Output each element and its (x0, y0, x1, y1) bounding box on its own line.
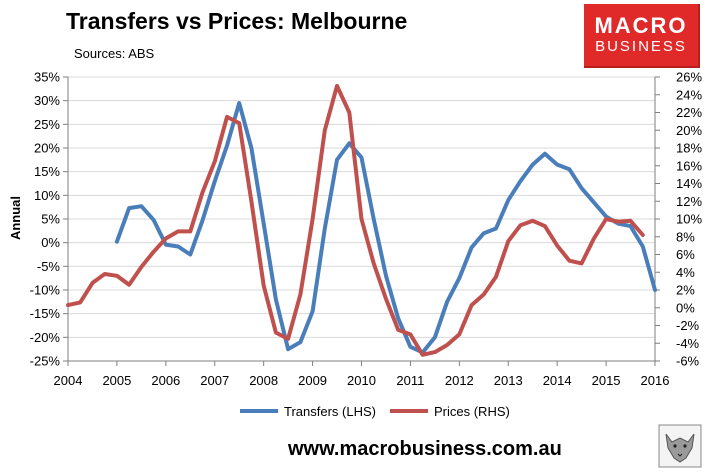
legend-label-prices: Prices (RHS) (434, 404, 510, 419)
x-tick-label: 2013 (494, 373, 523, 388)
x-tick-label: 2011 (396, 373, 424, 388)
left-tick-label: 5% (41, 212, 60, 227)
left-tick-label: 10% (34, 188, 60, 203)
right-tick-label: 10% (676, 212, 702, 227)
x-tick-label: 2009 (298, 373, 327, 388)
left-tick-label: 15% (34, 164, 60, 179)
right-tick-label: 2% (676, 283, 695, 298)
right-tick-label: 12% (676, 194, 702, 209)
right-tick-label: 16% (676, 158, 702, 173)
left-tick-label: -25% (30, 354, 61, 369)
x-axis-ticks: 2004 2005 2006 2007 2008 2009 2010 2011 2012 2013… (54, 373, 670, 388)
right-tick-label: 6% (676, 247, 695, 262)
logo-line2: BUSINESS (595, 38, 687, 55)
footer-url: www.macrobusiness.com.au (288, 438, 562, 460)
right-tick-label: 0% (676, 300, 695, 315)
x-tick-label: 2008 (249, 373, 278, 388)
x-tick-label: 2012 (445, 373, 474, 388)
right-tick-label: 18% (676, 141, 702, 156)
chart-subtitle: Sources: ABS (74, 46, 155, 61)
left-tick-label: -10% (30, 283, 61, 298)
legend: Transfers (LHS) Prices (RHS) (240, 404, 510, 419)
left-tick-label: 20% (34, 141, 60, 156)
left-tick-label: 35% (34, 70, 60, 85)
series-lines (66, 83, 657, 357)
x-tick-label: 2015 (592, 373, 621, 388)
prices-line (66, 83, 645, 357)
left-tick-label: -20% (30, 330, 61, 345)
right-tick-label: 22% (676, 105, 702, 120)
left-tick-label: -15% (30, 306, 61, 321)
macrobusiness-logo: MACRO BUSINESS (584, 4, 700, 68)
right-tick-label: 4% (676, 265, 695, 280)
left-tick-label: 30% (34, 93, 60, 108)
x-tick-label: 2014 (543, 373, 572, 388)
left-tick-label: 25% (34, 117, 60, 132)
y-axis-label: Annual (8, 196, 23, 240)
logo-line1: MACRO (594, 13, 688, 38)
right-tick-label: 8% (676, 229, 695, 244)
x-tick-label: 2007 (200, 373, 229, 388)
right-tick-label: -6% (676, 354, 700, 369)
right-tick-label: 24% (676, 87, 702, 102)
left-tick-label: 0% (41, 235, 60, 250)
x-tick-label: 2006 (151, 373, 180, 388)
right-tick-label: 14% (676, 176, 702, 191)
axes (63, 76, 660, 366)
chart: 35% 30% 25% 20% 15% 10% 5% 0% -5% -10% -15% -20% -25… (8, 70, 702, 420)
x-tick-label: 2004 (54, 373, 83, 388)
x-tick-label: 2016 (641, 373, 670, 388)
right-tick-label: -4% (676, 336, 700, 351)
left-axis-ticks: 35% 30% 25% 20% 15% 10% 5% 0% -5% -10% -15% -20% -25… (30, 70, 61, 369)
right-tick-label: 20% (676, 123, 702, 138)
x-tick-label: 2005 (102, 373, 131, 388)
left-tick-label: -5% (37, 259, 61, 274)
legend-label-transfers: Transfers (LHS) (284, 404, 376, 419)
right-tick-label: 26% (676, 70, 702, 85)
wolf-emblem-icon (658, 424, 702, 468)
chart-title: Transfers vs Prices: Melbourne (66, 8, 408, 34)
x-tick-label: 2010 (347, 373, 376, 388)
right-axis-ticks: 26% 24% 22% 20% 18% 16% 14% 12% 10% 8% 6% 4% 2% 0% -2%… (676, 70, 702, 369)
transfers-line (114, 101, 657, 355)
right-tick-label: -2% (676, 318, 700, 333)
